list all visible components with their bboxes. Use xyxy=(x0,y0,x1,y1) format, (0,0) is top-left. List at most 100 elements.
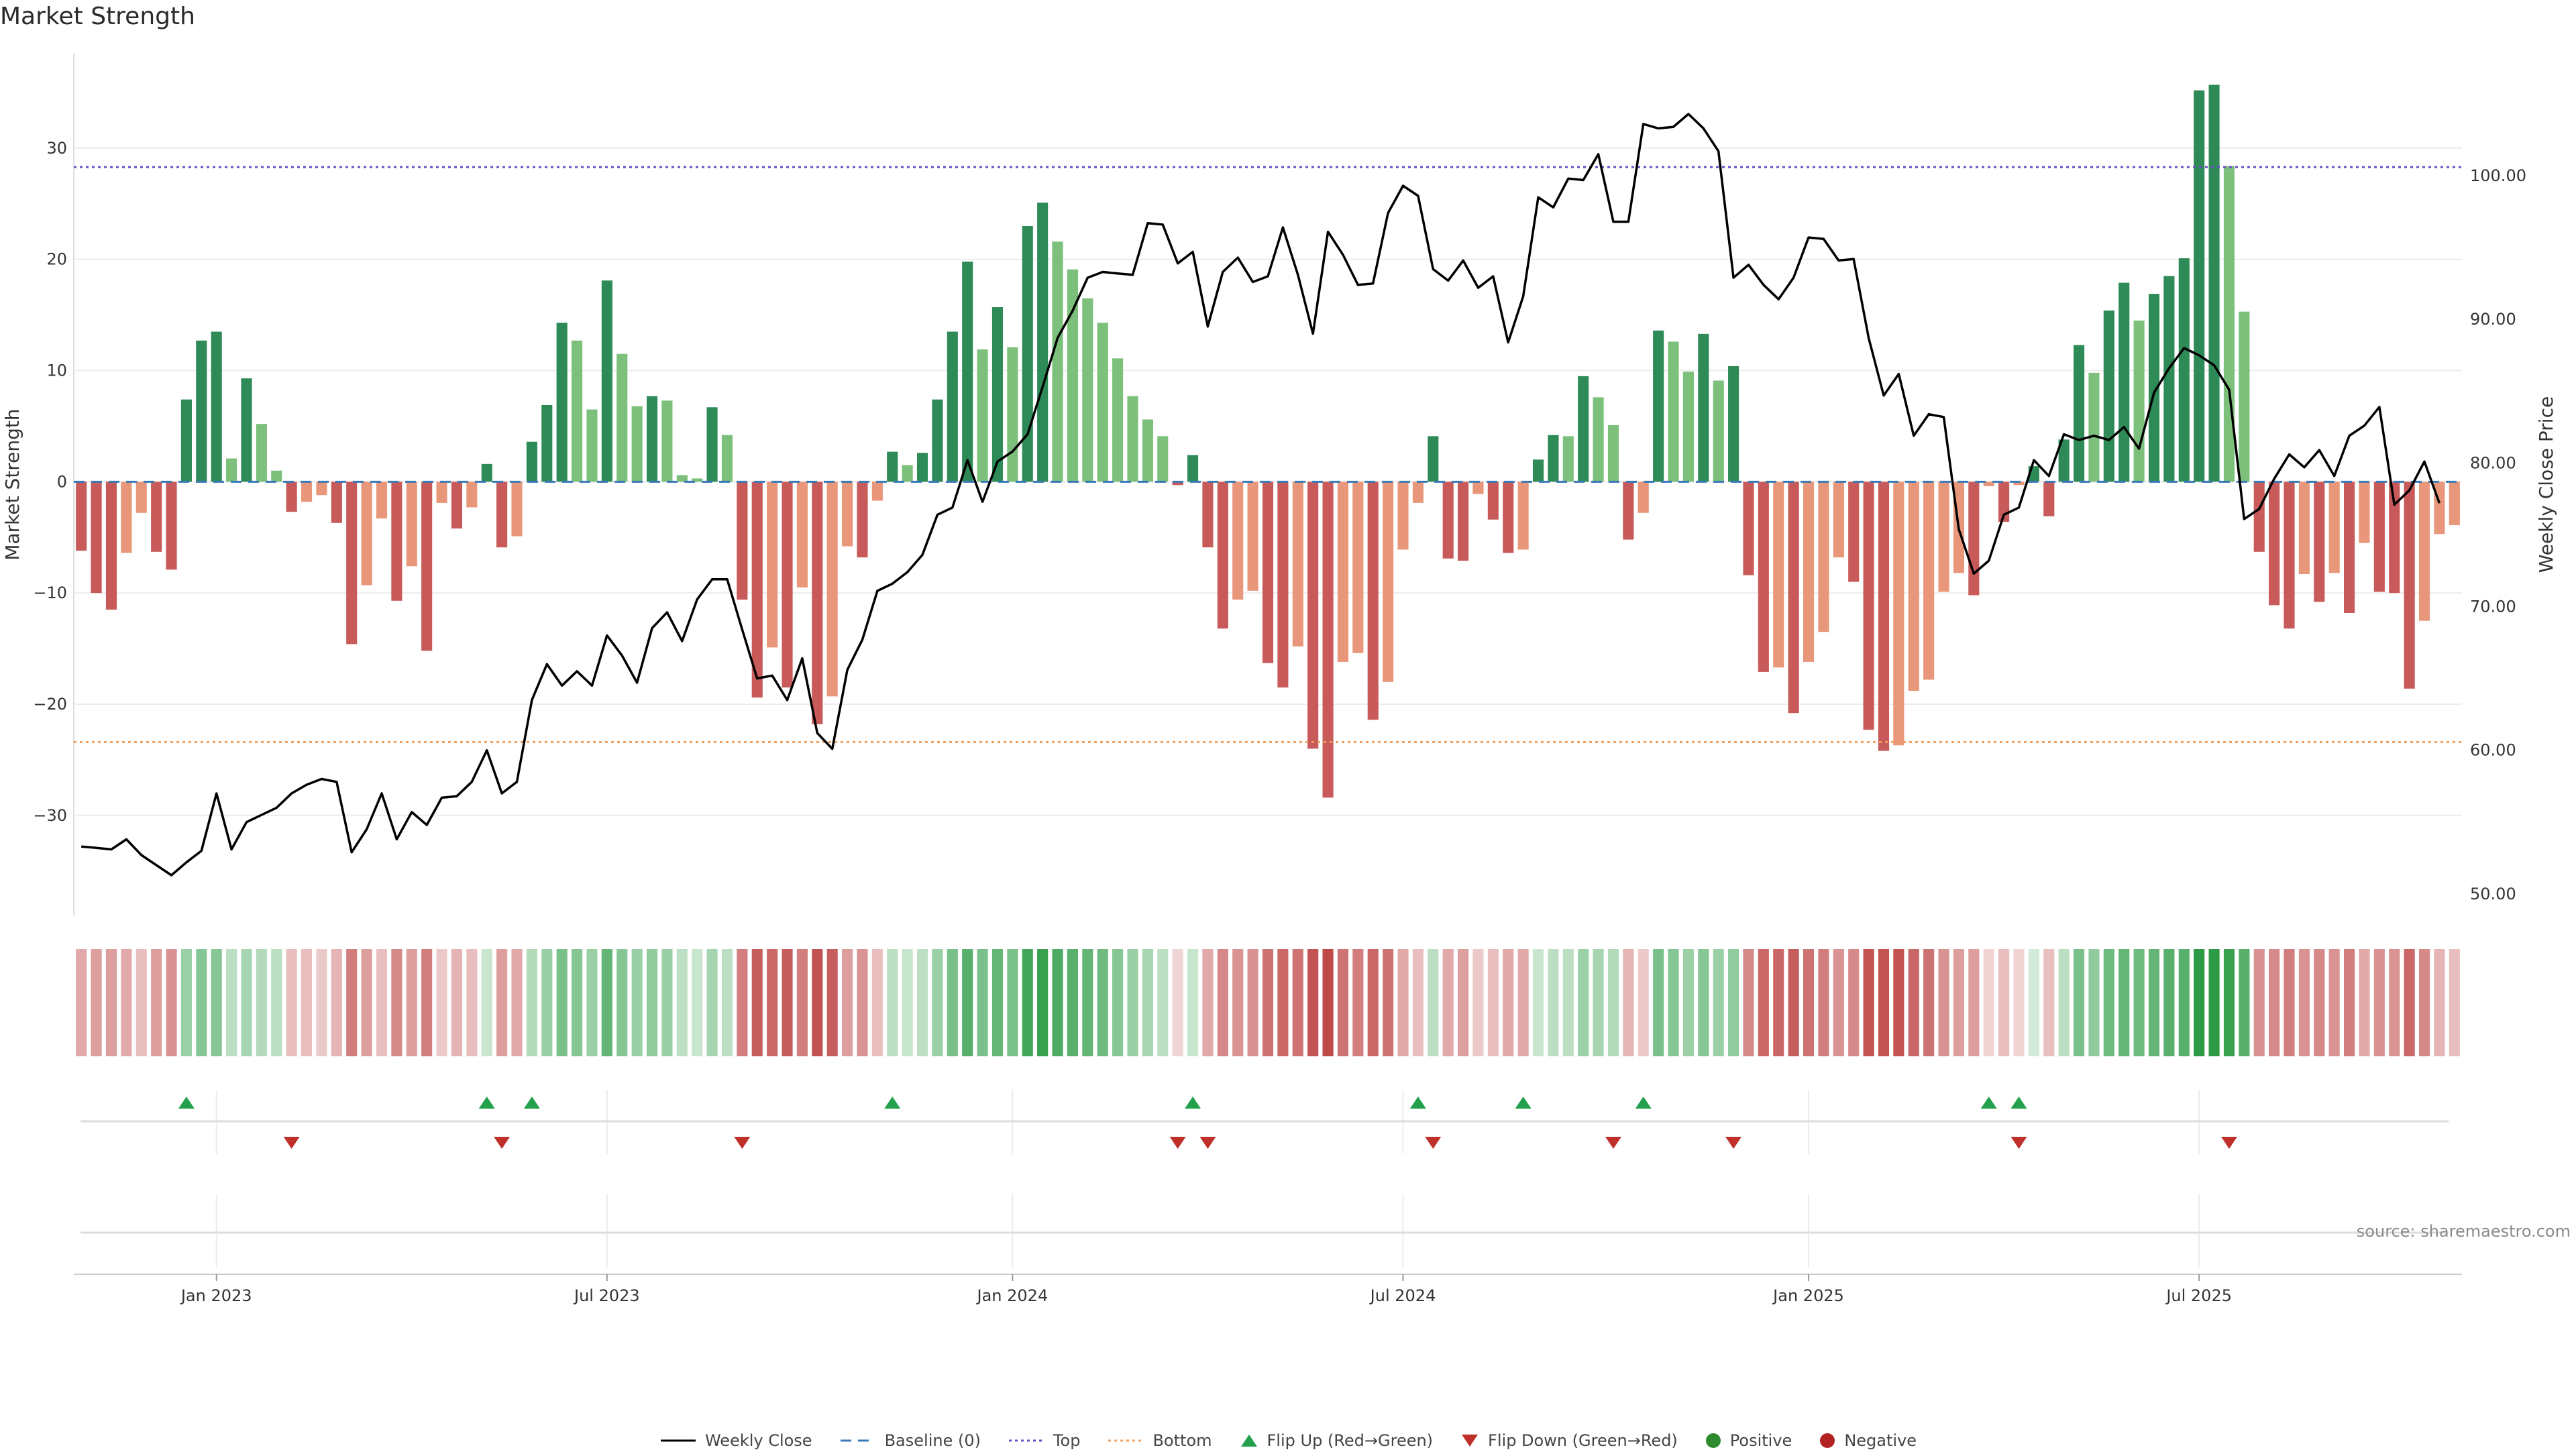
legend-label-flip-down: Flip Down (Green→Red) xyxy=(1488,1431,1678,1450)
heat-cell xyxy=(1097,949,1108,1056)
strength-bar xyxy=(1232,482,1244,600)
heat-cell xyxy=(226,949,237,1056)
strength-bar xyxy=(646,396,658,482)
strength-bar xyxy=(2344,482,2355,614)
heat-cell xyxy=(1848,949,1860,1056)
strength-bar xyxy=(721,435,733,482)
heat-cell xyxy=(2043,949,2055,1056)
flip-up-triangle-icon xyxy=(1240,1435,1257,1447)
y2-axis-label: Weekly Close Price xyxy=(2535,396,2557,573)
strength-bar xyxy=(2073,345,2085,482)
strength-bar xyxy=(767,482,778,648)
strength-bar xyxy=(991,307,1004,482)
strength-bar xyxy=(1983,482,1994,486)
heat-cell xyxy=(572,949,583,1056)
strength-bar xyxy=(1262,482,1274,663)
heat-cell xyxy=(2284,949,2295,1056)
heat-cell xyxy=(1277,949,1289,1056)
heat-cell xyxy=(1202,949,1214,1056)
y-tick-label: 0 xyxy=(57,472,67,491)
heat-cell xyxy=(361,949,372,1056)
heat-cell xyxy=(151,949,162,1056)
heat-cell xyxy=(1923,949,1935,1056)
heat-cell xyxy=(1232,949,1244,1056)
legend-label-bottom: Bottom xyxy=(1152,1431,1212,1450)
heat-cell xyxy=(1938,949,1949,1056)
strength-bar xyxy=(1938,482,1949,592)
strength-bar xyxy=(2389,482,2400,594)
strength-bar xyxy=(1638,482,1649,513)
legend-weekly-close: Weekly Close xyxy=(659,1431,812,1450)
heat-cell xyxy=(2328,949,2340,1056)
heat-cell xyxy=(796,949,808,1056)
strength-bar xyxy=(1517,482,1529,550)
heat-cell xyxy=(346,949,358,1056)
strength-bar xyxy=(91,482,102,594)
strength-bar xyxy=(962,262,973,482)
strength-bar xyxy=(196,340,207,482)
strength-bar xyxy=(1818,482,1829,632)
strength-bar xyxy=(1713,380,1724,482)
heat-cell xyxy=(1187,949,1199,1056)
heat-cell xyxy=(1397,949,1409,1056)
strength-bar xyxy=(136,482,147,513)
heat-cell xyxy=(1698,949,1709,1056)
legend-label-flip-up: Flip Up (Red→Green) xyxy=(1267,1431,1434,1450)
strength-bar xyxy=(151,482,162,552)
heat-cell xyxy=(2163,949,2175,1056)
strength-bar xyxy=(2284,482,2295,629)
heat-cell xyxy=(2404,949,2415,1056)
heat-cell xyxy=(1517,949,1529,1056)
flip-up-marker xyxy=(1635,1097,1652,1109)
strength-bar xyxy=(2163,276,2175,482)
heat-cell xyxy=(1578,949,1589,1056)
flip-up-marker xyxy=(478,1097,495,1109)
strength-bar xyxy=(1067,269,1078,482)
heat-cell xyxy=(2314,949,2325,1056)
flip-down-marker xyxy=(494,1137,511,1149)
heat-cell xyxy=(1082,949,1093,1056)
heat-cell xyxy=(916,949,928,1056)
heat-cell xyxy=(1067,949,1078,1056)
heat-cell xyxy=(436,949,447,1056)
y2-tick-label: 60.00 xyxy=(2470,741,2516,760)
strength-bar xyxy=(1458,482,1469,561)
strength-bar xyxy=(1743,482,1754,575)
strength-bar xyxy=(1157,436,1169,482)
strength-bar xyxy=(706,407,718,482)
strength-bar xyxy=(180,399,192,482)
strength-bar xyxy=(1202,482,1214,548)
strength-bar xyxy=(1893,482,1904,746)
strength-bar xyxy=(466,482,478,508)
strength-bar xyxy=(1487,482,1499,520)
strength-bar xyxy=(812,482,823,724)
strength-bar xyxy=(511,482,523,537)
flip-down-marker xyxy=(1425,1137,1442,1149)
heat-cell xyxy=(391,949,402,1056)
strength-bar xyxy=(2239,311,2250,482)
strength-bar xyxy=(676,475,688,482)
flip-down-marker xyxy=(283,1137,300,1149)
x-tick-label: Jul 2023 xyxy=(573,1286,640,1305)
strength-bar xyxy=(1532,459,1544,482)
strength-bar xyxy=(2148,294,2160,482)
heat-cell xyxy=(737,949,748,1056)
strength-bar xyxy=(1337,482,1349,662)
strength-bar xyxy=(1653,330,1664,482)
strength-bar xyxy=(631,406,643,482)
strength-bar xyxy=(661,400,673,482)
heat-cell xyxy=(1307,949,1319,1056)
strength-bar xyxy=(2328,482,2340,573)
strength-bar xyxy=(857,482,868,558)
strength-bar xyxy=(391,482,402,601)
strength-bar xyxy=(286,482,297,512)
heat-cell xyxy=(1562,949,1574,1056)
heat-cell xyxy=(1953,949,1964,1056)
flip-down-marker xyxy=(2220,1137,2237,1149)
heat-cell xyxy=(2103,949,2114,1056)
strength-bar xyxy=(1428,436,1439,482)
legend-negative: Negative xyxy=(1819,1431,1917,1450)
heat-cell xyxy=(871,949,883,1056)
heat-cell xyxy=(1893,949,1904,1056)
strength-bar xyxy=(556,323,568,482)
